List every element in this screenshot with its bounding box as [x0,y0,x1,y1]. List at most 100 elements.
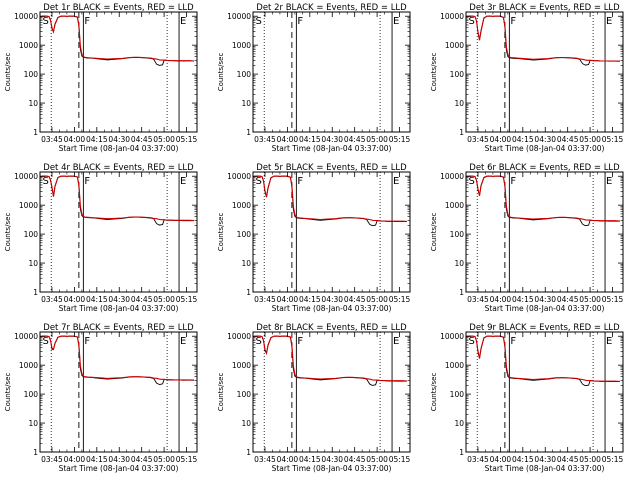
x-tick-label: 04:00 [64,455,86,464]
y-tick-label: 10000 [440,172,464,181]
x-tick-label: 04:15 [299,455,321,464]
series-line-events [466,335,621,387]
x-tick-label: 05:15 [389,295,411,304]
plot-area [263,12,393,132]
chart-title: Det 9r BLACK = Events, RED = LLD [469,323,620,333]
x-tick-label: 04:00 [64,295,86,304]
series-line-lld [253,335,408,382]
x-tick-label: 04:15 [512,135,534,144]
series-line-events [466,15,621,66]
x-tick-label: 04:00 [490,295,512,304]
y-tick-label: 1 [246,448,251,457]
chart-title: Det 5r BLACK = Events, RED = LLD [256,163,407,173]
plot-area [466,172,621,292]
x-tick-label: 04:30 [534,135,556,144]
x-tick-label: 04:30 [108,455,130,464]
x-tick-label: 04:30 [534,295,556,304]
x-tick-label: 05:15 [176,455,198,464]
y-tick-label: 100 [450,70,465,79]
chart-panel-2: Det 2r BLACK = Events, RED = LLD S F E 1 10 10… [217,3,411,153]
marker-label: F [84,336,90,347]
y-tick-label: 10 [241,259,251,268]
x-tick-label: 05:15 [389,455,411,464]
y-axis-label: Counts/sec [217,213,225,252]
x-axis-label: Start Time (08-Jan-04 03:37:00) [485,304,605,313]
x-tick-label: 05:00 [366,455,388,464]
plot-frame [465,11,624,133]
x-tick-label: 05:00 [579,295,601,304]
x-tick-label: 04:45 [557,295,579,304]
y-tick-label: 100 [450,390,465,399]
x-tick-label: 04:00 [64,135,86,144]
y-tick-label: 10000 [227,12,251,21]
x-tick-label: 05:15 [176,295,198,304]
x-tick-label: 04:45 [344,295,366,304]
marker-label: S [255,336,261,347]
y-tick-label: 1 [33,288,38,297]
y-tick-label: 1 [459,128,464,137]
x-tick-label: 03:45 [254,455,276,464]
x-tick-label: 03:45 [467,135,489,144]
x-axis-label: Start Time (08-Jan-04 03:37:00) [272,304,392,313]
x-tick-label: 03:45 [254,135,276,144]
marker-label: E [606,176,612,187]
y-tick-label: 100 [237,230,252,239]
y-tick-label: 10 [241,419,251,428]
x-tick-label: 04:00 [490,455,512,464]
marker-label: E [180,176,186,187]
x-tick-label: 03:45 [254,295,276,304]
x-tick-label: 04:30 [321,135,343,144]
chart-panel-6: Det 6r BLACK = Events, RED = LLD S F E 1 10 10… [430,163,624,313]
series-line-lld [40,175,195,222]
y-tick-label: 100 [237,390,252,399]
x-tick-label: 04:00 [277,455,299,464]
marker-label: F [84,176,90,187]
marker-label: F [297,16,303,27]
marker-label: S [42,176,48,187]
chart-title: Det 8r BLACK = Events, RED = LLD [256,323,407,333]
y-tick-label: 10 [454,259,464,268]
x-tick-label: 05:00 [366,295,388,304]
x-tick-label: 03:45 [41,295,63,304]
x-tick-label: 04:15 [299,295,321,304]
x-tick-label: 04:15 [512,455,534,464]
x-tick-label: 03:45 [41,135,63,144]
chart-title: Det 6r BLACK = Events, RED = LLD [469,163,620,173]
y-tick-label: 100 [24,70,39,79]
x-tick-label: 05:15 [602,135,624,144]
x-tick-label: 05:15 [602,455,624,464]
plot-area [40,172,195,292]
x-axis-label: Start Time (08-Jan-04 03:37:00) [59,464,179,473]
y-tick-label: 10000 [14,332,38,341]
y-axis-label: Counts/sec [217,373,225,412]
x-axis-label: Start Time (08-Jan-04 03:37:00) [59,144,179,153]
series-line-lld [466,175,621,222]
x-tick-label: 04:15 [86,135,108,144]
y-axis-label: Counts/sec [4,53,12,92]
x-axis-label: Start Time (08-Jan-04 03:37:00) [59,304,179,313]
series-line-events [253,175,408,227]
x-tick-label: 05:15 [176,135,198,144]
marker-label: F [297,176,303,187]
y-tick-label: 10000 [227,172,251,181]
y-tick-label: 1000 [19,201,38,210]
series-line-lld [466,15,621,62]
plot-frame [465,331,624,453]
y-tick-label: 1000 [232,201,251,210]
x-tick-label: 04:45 [344,135,366,144]
y-tick-label: 1 [33,448,38,457]
y-axis-label: Counts/sec [430,53,438,92]
y-tick-label: 100 [450,230,465,239]
x-tick-label: 03:45 [467,295,489,304]
y-axis-label: Counts/sec [430,373,438,412]
series-line-lld [466,335,621,382]
x-tick-label: 04:15 [86,295,108,304]
marker-label: S [255,16,261,27]
y-tick-label: 1 [246,128,251,137]
x-tick-label: 04:45 [557,455,579,464]
x-axis-label: Start Time (08-Jan-04 03:37:00) [485,464,605,473]
plot-area [466,12,621,132]
x-axis-label: Start Time (08-Jan-04 03:37:00) [272,144,392,153]
y-axis-label: Counts/sec [4,373,12,412]
